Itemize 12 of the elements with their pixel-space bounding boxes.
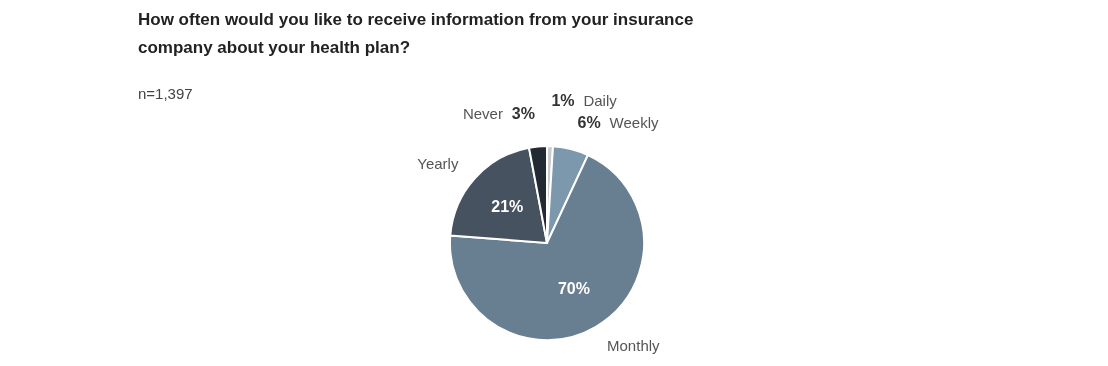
slice-label: Never — [462, 105, 503, 123]
slice-label: Yearly — [417, 154, 459, 172]
slice-label: Daily — [583, 92, 618, 110]
data-label: 21% — [491, 198, 524, 216]
data-label: 70% — [557, 280, 590, 298]
data-label: 3% — [511, 105, 535, 123]
chart-title: How often would you like to receive information from your insurance company about your health plan? — [138, 10, 694, 57]
data-label: 6% — [577, 113, 601, 131]
slice-label: Weekly — [609, 113, 659, 131]
data-label: 1% — [551, 92, 575, 110]
slice-label: Monthly — [607, 336, 661, 354]
text: n=1,397 — [138, 85, 193, 102]
